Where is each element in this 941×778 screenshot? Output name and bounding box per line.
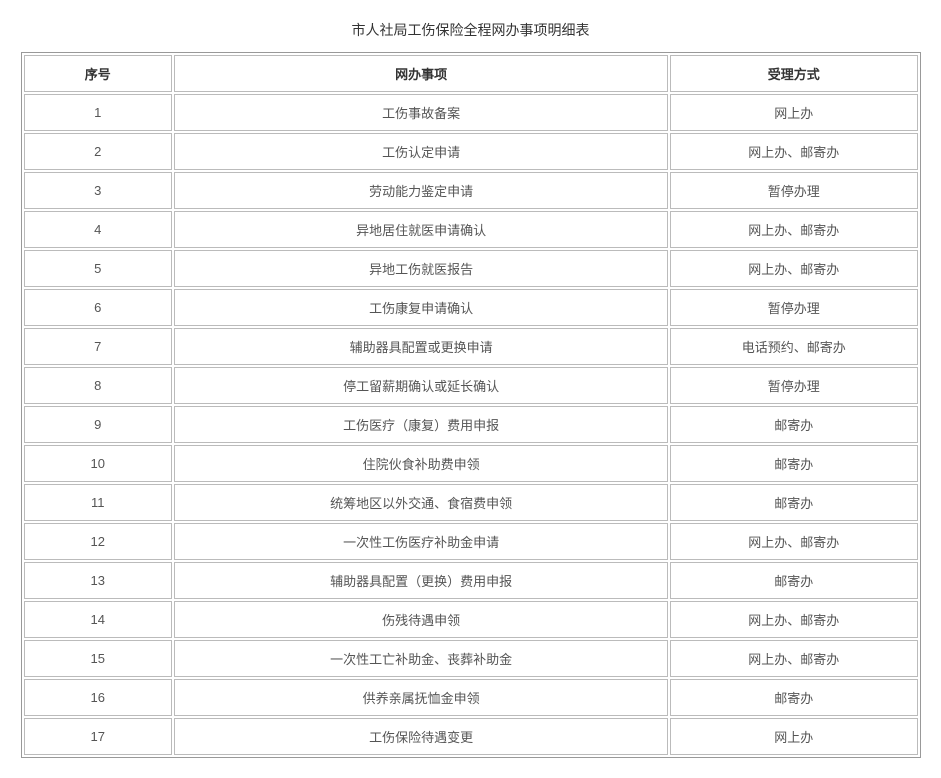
table-row: 13辅助器具配置（更换）费用申报邮寄办 xyxy=(24,562,918,599)
cell-index: 1 xyxy=(24,94,173,131)
table-header-row: 序号 网办事项 受理方式 xyxy=(24,55,918,92)
cell-method: 网上办、邮寄办 xyxy=(670,640,917,677)
cell-item: 工伤保险待遇变更 xyxy=(174,718,668,755)
col-header-item: 网办事项 xyxy=(174,55,668,92)
table-row: 12一次性工伤医疗补助金申请网上办、邮寄办 xyxy=(24,523,918,560)
cell-item: 工伤医疗（康复）费用申报 xyxy=(174,406,668,443)
cell-index: 16 xyxy=(24,679,173,716)
cell-method: 暂停办理 xyxy=(670,367,917,404)
table-row: 4异地居住就医申请确认网上办、邮寄办 xyxy=(24,211,918,248)
cell-index: 14 xyxy=(24,601,173,638)
cell-method: 电话预约、邮寄办 xyxy=(670,328,917,365)
table-row: 17工伤保险待遇变更网上办 xyxy=(24,718,918,755)
cell-item: 住院伙食补助费申领 xyxy=(174,445,668,482)
col-header-index: 序号 xyxy=(24,55,173,92)
cell-item: 异地居住就医申请确认 xyxy=(174,211,668,248)
cell-item: 辅助器具配置（更换）费用申报 xyxy=(174,562,668,599)
cell-method: 暂停办理 xyxy=(670,172,917,209)
cell-method: 网上办 xyxy=(670,94,917,131)
table-row: 8停工留薪期确认或延长确认暂停办理 xyxy=(24,367,918,404)
table-row: 15一次性工亡补助金、丧葬补助金网上办、邮寄办 xyxy=(24,640,918,677)
table-row: 1工伤事故备案网上办 xyxy=(24,94,918,131)
cell-item: 工伤康复申请确认 xyxy=(174,289,668,326)
table-title: 市人社局工伤保险全程网办事项明细表 xyxy=(21,20,921,40)
table-header: 序号 网办事项 受理方式 xyxy=(24,55,918,92)
col-header-method: 受理方式 xyxy=(670,55,917,92)
cell-index: 5 xyxy=(24,250,173,287)
cell-method: 网上办、邮寄办 xyxy=(670,250,917,287)
cell-method: 网上办、邮寄办 xyxy=(670,211,917,248)
table-row: 7辅助器具配置或更换申请电话预约、邮寄办 xyxy=(24,328,918,365)
cell-method: 网上办、邮寄办 xyxy=(670,601,917,638)
cell-item: 辅助器具配置或更换申请 xyxy=(174,328,668,365)
page-container: 市人社局工伤保险全程网办事项明细表 序号 网办事项 受理方式 1工伤事故备案网上… xyxy=(21,20,921,758)
cell-method: 网上办、邮寄办 xyxy=(670,523,917,560)
cell-index: 2 xyxy=(24,133,173,170)
cell-item: 异地工伤就医报告 xyxy=(174,250,668,287)
cell-item: 停工留薪期确认或延长确认 xyxy=(174,367,668,404)
cell-method: 邮寄办 xyxy=(670,445,917,482)
table-row: 11统筹地区以外交通、食宿费申领邮寄办 xyxy=(24,484,918,521)
cell-method: 邮寄办 xyxy=(670,562,917,599)
cell-index: 12 xyxy=(24,523,173,560)
cell-method: 邮寄办 xyxy=(670,406,917,443)
cell-item: 供养亲属抚恤金申领 xyxy=(174,679,668,716)
cell-index: 6 xyxy=(24,289,173,326)
cell-index: 3 xyxy=(24,172,173,209)
cell-index: 17 xyxy=(24,718,173,755)
table-row: 10住院伙食补助费申领邮寄办 xyxy=(24,445,918,482)
cell-method: 暂停办理 xyxy=(670,289,917,326)
table-row: 3劳动能力鉴定申请暂停办理 xyxy=(24,172,918,209)
cell-item: 一次性工亡补助金、丧葬补助金 xyxy=(174,640,668,677)
cell-method: 邮寄办 xyxy=(670,484,917,521)
cell-item: 一次性工伤医疗补助金申请 xyxy=(174,523,668,560)
cell-index: 8 xyxy=(24,367,173,404)
table-row: 2工伤认定申请网上办、邮寄办 xyxy=(24,133,918,170)
cell-method: 邮寄办 xyxy=(670,679,917,716)
cell-index: 4 xyxy=(24,211,173,248)
data-table: 序号 网办事项 受理方式 1工伤事故备案网上办2工伤认定申请网上办、邮寄办3劳动… xyxy=(21,52,921,758)
table-row: 9工伤医疗（康复）费用申报邮寄办 xyxy=(24,406,918,443)
table-body: 1工伤事故备案网上办2工伤认定申请网上办、邮寄办3劳动能力鉴定申请暂停办理4异地… xyxy=(24,94,918,755)
cell-method: 网上办、邮寄办 xyxy=(670,133,917,170)
cell-item: 统筹地区以外交通、食宿费申领 xyxy=(174,484,668,521)
table-row: 6工伤康复申请确认暂停办理 xyxy=(24,289,918,326)
cell-index: 13 xyxy=(24,562,173,599)
cell-index: 7 xyxy=(24,328,173,365)
table-row: 5异地工伤就医报告网上办、邮寄办 xyxy=(24,250,918,287)
cell-item: 劳动能力鉴定申请 xyxy=(174,172,668,209)
cell-item: 工伤认定申请 xyxy=(174,133,668,170)
cell-item: 工伤事故备案 xyxy=(174,94,668,131)
cell-index: 9 xyxy=(24,406,173,443)
cell-index: 15 xyxy=(24,640,173,677)
cell-item: 伤残待遇申领 xyxy=(174,601,668,638)
cell-index: 11 xyxy=(24,484,173,521)
table-row: 16供养亲属抚恤金申领邮寄办 xyxy=(24,679,918,716)
table-row: 14伤残待遇申领网上办、邮寄办 xyxy=(24,601,918,638)
cell-method: 网上办 xyxy=(670,718,917,755)
cell-index: 10 xyxy=(24,445,173,482)
